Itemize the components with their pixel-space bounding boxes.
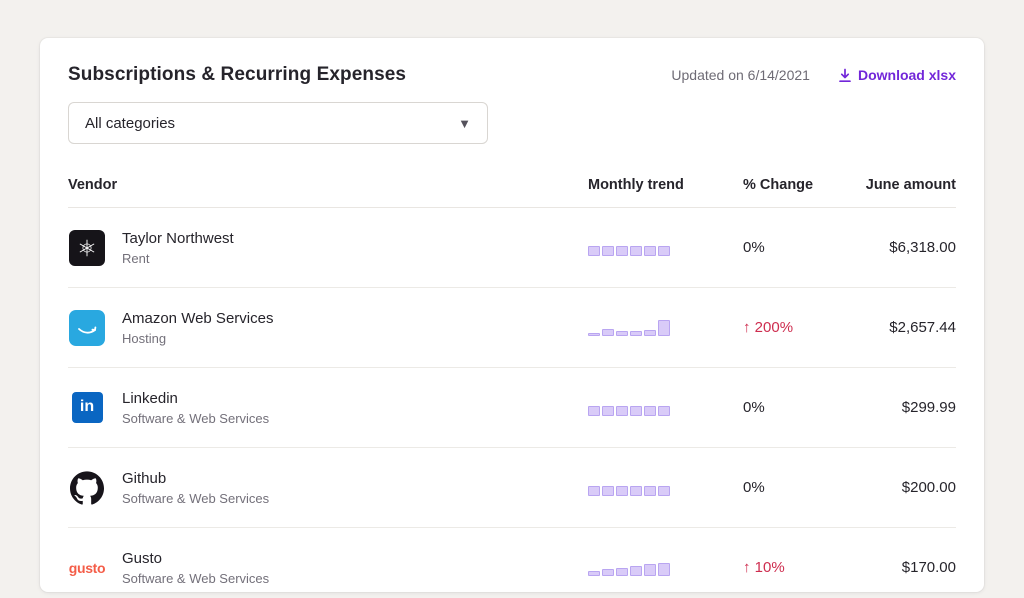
vendor-logo-slot xyxy=(68,309,106,347)
change-value: ↑ 200% xyxy=(743,319,794,336)
trend-bar xyxy=(602,245,614,256)
col-header-monthly-trend: Monthly trend xyxy=(588,176,684,193)
trend-bar xyxy=(644,329,656,336)
vendor-text: Amazon Web Services Hosting xyxy=(122,310,273,346)
trend-bar xyxy=(588,245,600,256)
aws-logo xyxy=(69,309,105,346)
taylor-northwest-logo xyxy=(69,229,105,266)
vendor-text: Linkedin Software & Web Services xyxy=(122,390,269,426)
amount-value: $6,318.00 xyxy=(889,239,956,256)
trend-bar xyxy=(658,562,670,576)
vendor-logo-slot: gusto xyxy=(68,549,106,587)
vendor-category: Software & Web Services xyxy=(122,570,270,586)
col-header-june-amount: June amount xyxy=(865,176,956,193)
trend-bar xyxy=(602,485,614,496)
vendor-text: Gusto Software & Web Services xyxy=(122,550,269,586)
linkedin-logo: in xyxy=(71,392,103,423)
table-row[interactable]: Github Software & Web Services 0% $200.0… xyxy=(68,448,956,528)
trend-chart xyxy=(588,560,743,576)
vendor-name: Github xyxy=(122,469,167,487)
vendor-category: Rent xyxy=(122,250,150,266)
vendor-logo-slot: in xyxy=(68,389,106,427)
vendor-name: Amazon Web Services xyxy=(122,309,274,327)
trend-chart xyxy=(588,400,743,416)
trend-bar xyxy=(588,332,600,336)
trend-bar xyxy=(644,405,656,416)
download-icon xyxy=(839,68,851,82)
vendor-cell: Taylor Northwest Rent xyxy=(68,229,588,267)
change-value: 0% xyxy=(743,399,765,416)
table-row[interactable]: gusto Gusto Software & Web Services ↑ 10… xyxy=(68,528,956,592)
table-row[interactable]: Amazon Web Services Hosting ↑ 200% $2,65… xyxy=(68,288,956,368)
change-value: ↑ 10% xyxy=(743,559,785,576)
vendor-cell: in Linkedin Software & Web Services xyxy=(68,389,588,427)
table-body: Taylor Northwest Rent 0% $6,318.00 Amazo… xyxy=(68,208,956,592)
card-header: Subscriptions & Recurring Expenses Updat… xyxy=(68,64,956,86)
vendor-cell: Github Software & Web Services xyxy=(68,469,588,507)
trend-bar xyxy=(616,330,628,336)
amount-value: $200.00 xyxy=(901,479,956,496)
trend-bar xyxy=(616,485,628,496)
trend-chart xyxy=(588,480,743,496)
subscriptions-card: Subscriptions & Recurring Expenses Updat… xyxy=(40,38,984,592)
change-value: 0% xyxy=(743,239,765,256)
trend-bar xyxy=(658,405,670,416)
col-header-change: % Change xyxy=(743,176,814,193)
trend-bar xyxy=(630,245,642,256)
page-title: Subscriptions & Recurring Expenses xyxy=(68,64,407,85)
vendor-name: Linkedin xyxy=(122,389,178,407)
trend-bar xyxy=(630,565,642,576)
vendor-logo-slot xyxy=(68,469,106,507)
table-row[interactable]: in Linkedin Software & Web Services 0% $… xyxy=(68,368,956,448)
vendor-text: Github Software & Web Services xyxy=(122,470,269,506)
gusto-logo: gusto xyxy=(68,559,106,576)
amount-value: $2,657.44 xyxy=(889,319,956,336)
vendor-category: Software & Web Services xyxy=(122,410,270,426)
trend-bar xyxy=(616,405,628,416)
trend-bar xyxy=(630,330,642,336)
github-logo xyxy=(69,470,105,506)
vendor-text: Taylor Northwest Rent xyxy=(122,230,234,266)
trend-chart xyxy=(588,319,743,336)
trend-chart xyxy=(588,240,743,256)
vendor-category: Hosting xyxy=(122,330,167,346)
trend-bar xyxy=(658,485,670,496)
trend-bar xyxy=(644,563,656,576)
vendor-cell: gusto Gusto Software & Web Services xyxy=(68,549,588,587)
vendor-name: Gusto xyxy=(122,549,163,567)
updated-timestamp: Updated on 6/14/2021 xyxy=(671,67,810,83)
vendor-name: Taylor Northwest xyxy=(122,229,234,247)
trend-bar xyxy=(602,328,614,336)
amount-value: $170.00 xyxy=(901,559,956,576)
amount-value: $299.99 xyxy=(901,399,956,416)
header-actions: Updated on 6/14/2021 Download xlsx xyxy=(671,67,956,83)
chevron-down-icon: ▼ xyxy=(458,115,471,131)
col-header-vendor: Vendor xyxy=(68,176,118,193)
trend-bar xyxy=(616,245,628,256)
trend-bar xyxy=(588,485,600,496)
vendor-cell: Amazon Web Services Hosting xyxy=(68,309,588,347)
trend-bar xyxy=(658,319,670,336)
vendor-category: Software & Web Services xyxy=(122,490,270,506)
table-header: Vendor Monthly trend % Change June amoun… xyxy=(68,162,956,208)
trend-bar xyxy=(630,405,642,416)
trend-bar xyxy=(602,405,614,416)
trend-bar xyxy=(616,567,628,576)
trend-bar xyxy=(630,485,642,496)
trend-bar xyxy=(588,570,600,576)
category-select[interactable]: All categories ▼ xyxy=(68,102,488,144)
trend-bar xyxy=(588,405,600,416)
trend-bar xyxy=(658,245,670,256)
vendor-logo-slot xyxy=(68,229,106,267)
table-row[interactable]: Taylor Northwest Rent 0% $6,318.00 xyxy=(68,208,956,288)
trend-bar xyxy=(602,568,614,576)
download-xlsx-link[interactable]: Download xlsx xyxy=(838,67,956,83)
change-value: 0% xyxy=(743,479,765,496)
category-select-value: All categories xyxy=(85,114,176,132)
trend-bar xyxy=(644,485,656,496)
download-label: Download xlsx xyxy=(857,67,956,83)
trend-bar xyxy=(644,245,656,256)
